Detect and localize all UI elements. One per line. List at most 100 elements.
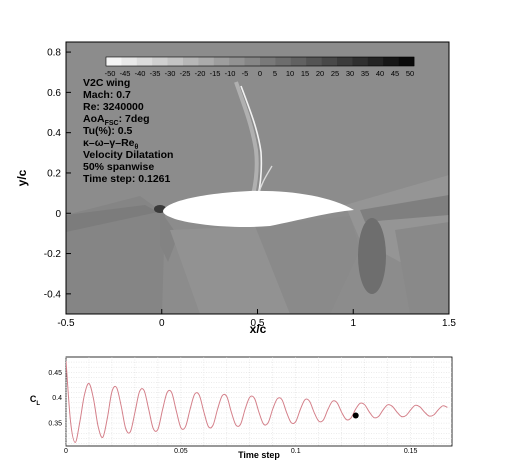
shock-wave (234, 81, 259, 196)
colorbar-frame (105, 56, 415, 67)
annotation-tu: Tu(%): 0.5 (83, 125, 133, 137)
annotation-model-main: κ–ω–γ–Re (83, 137, 135, 149)
contour-ylabel: y/c (15, 169, 29, 186)
field-region-left-band (66, 205, 158, 232)
field-vortex-dark (358, 218, 386, 294)
colorbar-tick-label: -25 (180, 69, 191, 78)
colorbar-swatch (398, 57, 415, 66)
contour-ytick-label: -0.2 (44, 249, 62, 260)
colorbar-swatch (321, 57, 338, 66)
colorbar-tick-label: -5 (242, 69, 249, 78)
cl-ytick-label: 0.35 (48, 421, 62, 428)
colorbar-tick-label: 35 (361, 69, 369, 78)
colorbar-tick-label: 15 (301, 69, 309, 78)
colorbar-swatch (198, 57, 215, 66)
colorbar-swatch (244, 57, 261, 66)
cl-xlabel: Time step (238, 450, 280, 460)
contour-xtick-label: 1 (350, 318, 356, 329)
colorbar-swatch (275, 57, 292, 66)
colorbar-tick-label: -30 (165, 69, 176, 78)
colorbar-tick-label: -10 (225, 69, 236, 78)
annotation-aoa-sub: FSC (105, 120, 119, 127)
cl-ylabel-main: C (30, 394, 37, 404)
colorbar-swatch (121, 57, 138, 66)
cl-ytick-label: 0.4 (52, 395, 62, 402)
colorbar-tick-label: 20 (316, 69, 324, 78)
colorbar-swatch (383, 57, 399, 66)
contour-ytick-label: 0.2 (47, 168, 61, 179)
field-region-lower-right (255, 216, 360, 314)
colorbar-tick-label: 30 (346, 69, 354, 78)
colorbar-swatch (183, 57, 199, 66)
contour-ytick-label: -0.4 (44, 289, 62, 300)
annotation-block: V2C wing Mach: 0.7 Re: 3240000 AoAFSC: 7… (83, 77, 173, 185)
colorbar-swatch (337, 57, 353, 66)
annotation-aoa-main: AoA (83, 113, 105, 125)
colorbar-tick-label: -20 (195, 69, 206, 78)
annotation-re: Re: 3240000 (83, 101, 144, 113)
cl-current-marker (352, 412, 359, 419)
annotation-case: V2C wing (83, 77, 130, 89)
colorbar-tick-label: 25 (331, 69, 339, 78)
colorbar-swatch (290, 57, 307, 66)
contour-axes: -0.5 0 0.5 1 1.5 -0.4 -0.2 0 0.2 0.4 0.6 0.8 (44, 48, 457, 329)
colorbar-swatch (229, 57, 245, 66)
colorbar-tick-label: 50 (406, 69, 414, 78)
airfoil (163, 190, 354, 228)
contour-xlabel: x/c (250, 322, 267, 336)
colorbar-swatch (136, 57, 153, 66)
contour-plot: -50 -45 -40 -35 -30 -25 -20 -15 -10 -5 0 5 10 15 20 25 3… (15, 41, 457, 336)
colorbar-swatch (352, 57, 369, 66)
cl-xtick-label: 0.1 (291, 448, 301, 455)
cl-xtick-label: 0.05 (174, 448, 188, 455)
annotation-mach: Mach: 0.7 (83, 89, 131, 101)
annotation-model-sub: θ (135, 144, 139, 151)
contour-xtick-label: 0.5 (251, 318, 265, 329)
cl-series-line (66, 361, 448, 443)
colorbar-tick-label: -35 (150, 69, 161, 78)
cl-plot: 0 0.05 0.1 0.15 0.35 0.4 0.45 Time step CL (30, 356, 453, 460)
contour-xtick-label: 1.5 (442, 318, 456, 329)
annotation-model: κ–ω–γ–Reθ (83, 137, 139, 151)
contour-ytick-label: 0.4 (47, 128, 61, 139)
cl-ytick-label: 0.45 (48, 370, 62, 377)
colorbar-swatch (367, 57, 384, 66)
field-region-nose (160, 210, 178, 262)
annotation-aoa-value: : 7deg (119, 113, 150, 125)
colorbar-tick-label: 0 (258, 69, 262, 78)
cl-xtick-label: 0.15 (404, 448, 418, 455)
cl-ylabel: CL (30, 394, 41, 407)
annotation-time-step: Time step: 0.1261 (83, 173, 171, 185)
flow-field (66, 42, 449, 314)
cl-ylabel-sub: L (36, 401, 40, 407)
colorbar-tick-label: 5 (273, 69, 277, 78)
contour-ytick-label: 0 (55, 209, 61, 220)
contour-xtick-label: -0.5 (57, 318, 75, 329)
colorbar-swatch (106, 57, 122, 66)
colorbar-tick-label: -50 (105, 69, 116, 78)
cl-axes: 0 0.05 0.1 0.15 0.35 0.4 0.45 (48, 370, 417, 455)
colorbar-tick-label: -40 (135, 69, 146, 78)
colorbar-swatch (213, 57, 230, 66)
colorbar-swatch (152, 57, 168, 66)
colorbar-tick-label: -15 (210, 69, 221, 78)
contour-xtick-label: 0 (159, 318, 165, 329)
colorbar: -50 -45 -40 -35 -30 -25 -20 -15 -10 -5 0 5 10 15 20 25 3… (105, 56, 415, 78)
field-region-wake-band (360, 195, 449, 222)
colorbar-tick-label: 45 (391, 69, 399, 78)
cl-grid (65, 357, 452, 446)
annotation-variable: Velocity Dilatation (83, 149, 173, 161)
shock-wave-core (240, 85, 263, 197)
colorbar-swatch (306, 57, 322, 66)
field-region-wake-lower (395, 222, 449, 314)
annotation-aoa: AoAFSC: 7deg (83, 113, 150, 127)
colorbar-tick-label: -45 (120, 69, 131, 78)
contour-ytick-label: 0.6 (47, 88, 61, 99)
colorbar-swatch (167, 57, 184, 66)
annotation-section: 50% spanwise (83, 161, 154, 173)
contour-ytick-label: 0.8 (47, 48, 61, 59)
colorbar-tick-label: 40 (376, 69, 384, 78)
cl-frame (65, 356, 453, 447)
cl-xtick-label: 0 (64, 448, 68, 455)
